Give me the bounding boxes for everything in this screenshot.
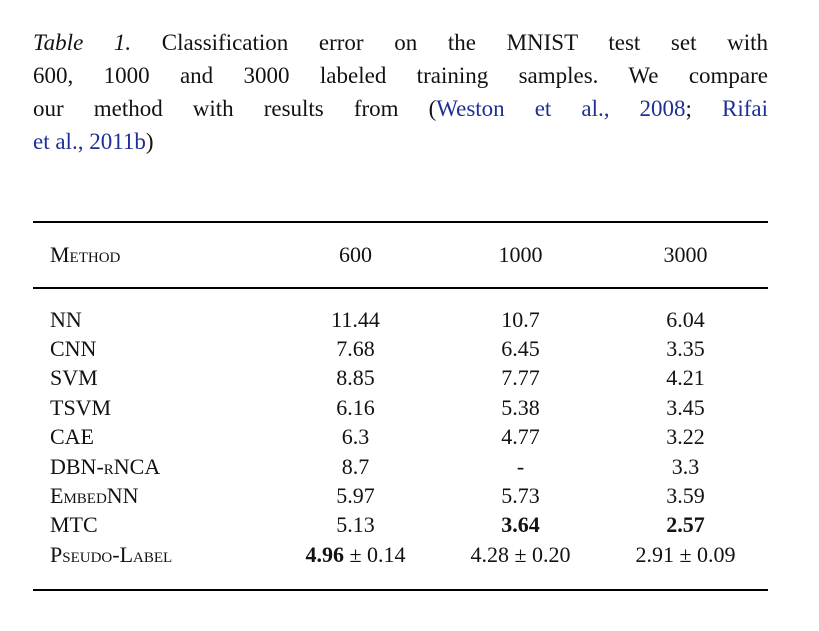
caption-text: Classification error on the MNIST test s… [131,30,768,55]
method-cell: MTC [50,512,98,538]
column-header-3000: 3000 [663,242,708,267]
value-cell: 11.44 [331,306,380,332]
method-cell: Pseudo-Label [50,541,173,567]
caption-line: Table 1. Classification error on the MNI… [33,26,768,59]
table-row: SVM 8.85 7.77 4.21 [33,364,768,393]
table-row: MTC 5.13 3.64 2.57 [33,511,768,540]
table-row: CNN 7.68 6.45 3.35 [33,334,768,363]
caption-text: ) [145,129,154,154]
method-cell: NN [50,306,82,332]
table-row: CAE 6.3 4.77 3.22 [33,423,768,452]
citation-link[interactable]: et al., 2011b [33,129,146,154]
caption-text: our method with results from ( [33,96,437,121]
table-rule-bottom [33,588,768,591]
column-header-600: 600 [339,242,372,267]
caption-label: Table 1. [33,30,132,55]
value-cell: 6.45 [501,336,540,362]
value-cell: 3.35 [666,336,705,362]
value-cell: 2.91 ± 0.09 [635,541,736,567]
value-cell: 3.64 [501,512,540,538]
value-cell: 4.21 [666,365,705,391]
value-cell: 10.7 [501,306,540,332]
table-row: TSVM 6.16 5.38 3.45 [33,393,768,422]
results-table: Method 600 1000 3000 NN 11.44 10.7 6.04 CNN 7… [33,221,768,591]
value-cell: - [516,453,525,479]
table-caption: Table 1. Classification error on the MNI… [33,26,768,158]
value-cell: 6.3 [341,424,370,450]
citation-link[interactable]: Rifai [722,96,768,121]
value-cell: 4.96 ± 0.14 [305,541,406,567]
method-cell: CNN [50,336,97,362]
value-cell: 3.59 [666,483,705,509]
method-cell: DBN-rNCA [50,453,161,479]
value-cell: 8.7 [341,453,370,479]
caption-text: ; [685,96,722,121]
caption-line: 600, 1000 and 3000 labeled training samp… [33,59,768,92]
value-cell: 5.38 [501,394,540,420]
table-body: NN 11.44 10.7 6.04 CNN 7.68 6.45 3.35 SVM 8.85 7.7… [33,289,768,589]
value-cell: 5.13 [336,512,375,538]
column-header-method: Method [50,242,121,267]
table-rule-top [33,221,768,223]
table-row: Pseudo-Label 4.96 ± 0.14 4.28 ± 0.20 2.91 ±… [33,540,768,569]
caption-line: et al., 2011b) [33,125,768,158]
column-header-1000: 1000 [498,242,543,267]
citation-link[interactable]: Weston et al., 2008 [436,96,686,121]
value-cell: 2.57 [666,512,705,538]
method-cell: EmbedNN [50,483,139,509]
value-cell: 5.97 [336,483,375,509]
value-cell: 3.3 [671,453,700,479]
value-cell: 4.28 ± 0.20 [470,541,571,567]
table-header-row: Method 600 1000 3000 [33,223,768,287]
caption-text: 600, 1000 and 3000 labeled training samp… [33,63,768,88]
table-row: DBN-rNCA 8.7 - 3.3 [33,452,768,481]
value-cell: 6.04 [666,306,705,332]
value-cell: 7.68 [336,336,375,362]
value-cell: 6.16 [336,394,375,420]
method-cell: SVM [50,365,98,391]
caption-line: our method with results from (Weston et … [33,92,768,125]
table-rule-mid [33,287,768,289]
method-cell: TSVM [50,394,112,420]
method-cell: CAE [50,424,94,450]
value-cell: 5.73 [501,483,540,509]
value-cell: 7.77 [501,365,540,391]
value-cell: 3.45 [666,394,705,420]
table-row: EmbedNN 5.97 5.73 3.59 [33,481,768,510]
value-cell: 3.22 [666,424,705,450]
table-row: NN 11.44 10.7 6.04 [33,305,768,334]
value-cell: 8.85 [336,365,375,391]
value-cell: 4.77 [501,424,540,450]
